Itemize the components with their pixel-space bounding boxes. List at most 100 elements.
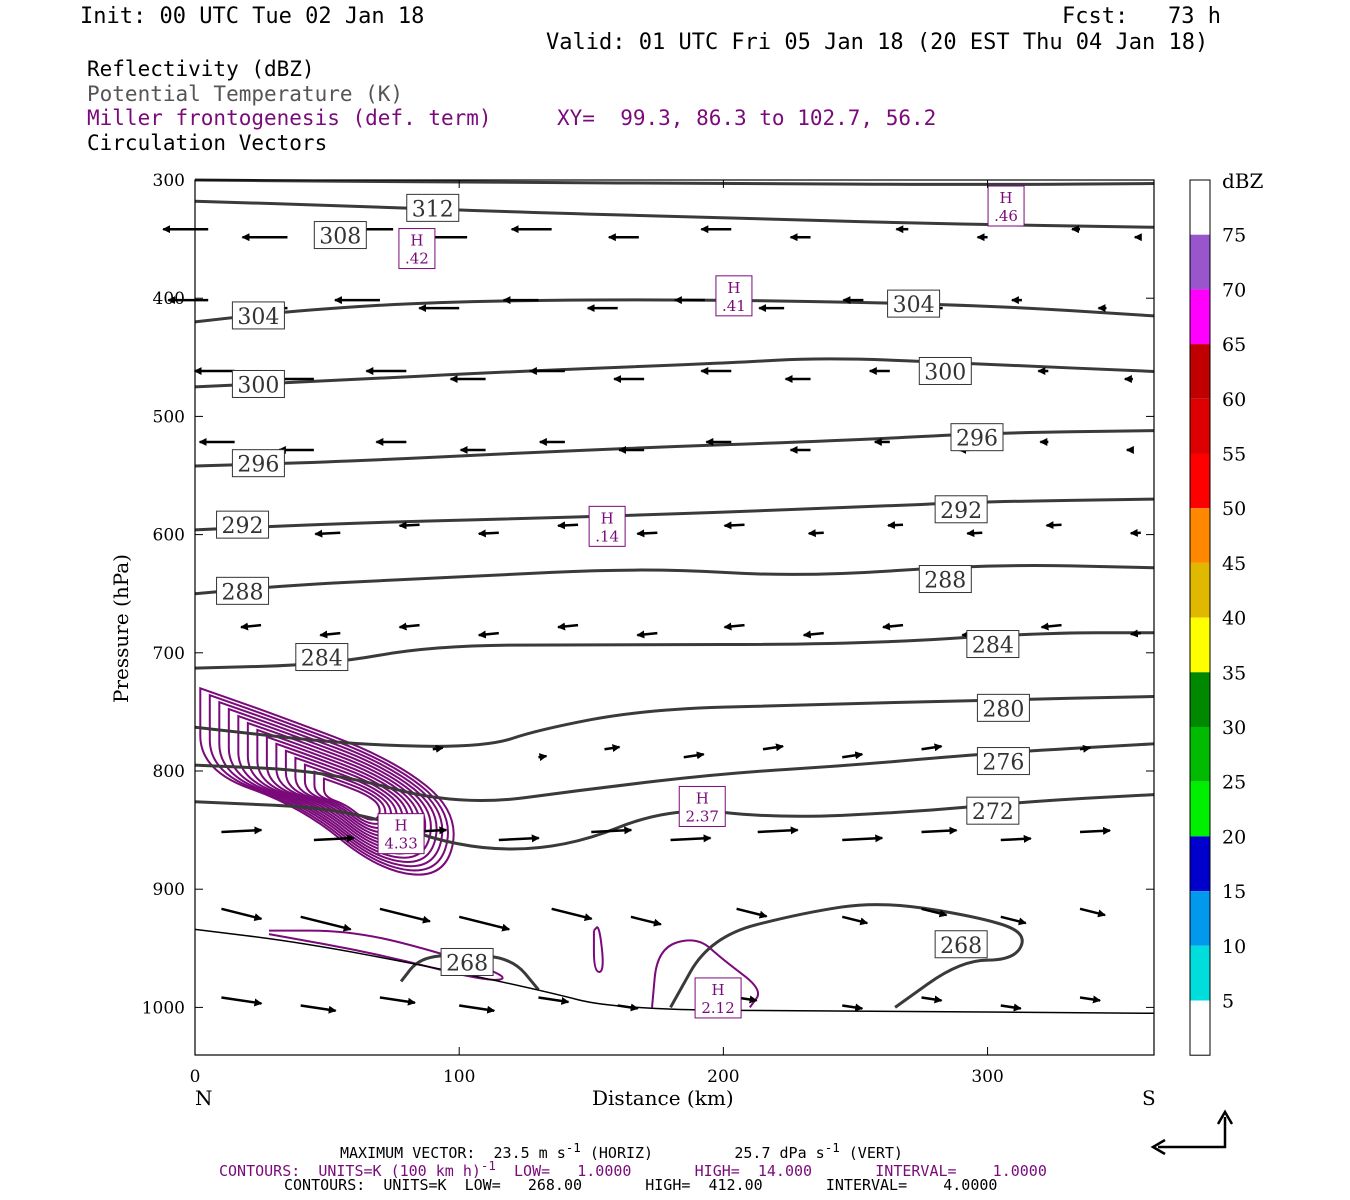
- circulation-vector: [757, 826, 799, 835]
- reference-vector-icon: [1150, 1109, 1234, 1156]
- colorbar-label: 75: [1222, 225, 1246, 247]
- frontogenesis-contour: [208, 693, 449, 872]
- frontogenesis-max-value: .42: [405, 250, 429, 268]
- theta-label: 284: [972, 634, 1014, 659]
- theta-label: 268: [940, 934, 982, 959]
- colorbar-label: 55: [1222, 444, 1246, 466]
- theta-label: 308: [319, 225, 361, 250]
- theta-label: 296: [956, 427, 998, 452]
- circulation-vector: [1129, 629, 1141, 638]
- circulation-vector: [1040, 622, 1062, 631]
- frontogenesis-contour: [268, 929, 504, 981]
- circulation-vector: [630, 915, 662, 927]
- circulation-vector: [477, 529, 499, 538]
- field-frontogenesis: Miller frontogenesis (def. term): [87, 106, 492, 130]
- theta-label: 300: [924, 360, 966, 385]
- forecast-hour: Fcst: 73 h: [1062, 4, 1221, 29]
- theta-label-box: [918, 565, 972, 594]
- colorbar-swatch: [1190, 1000, 1210, 1056]
- theta-label-box: [966, 796, 1020, 825]
- right-end-label: S: [1142, 1086, 1156, 1110]
- circulation-vector: [221, 826, 263, 835]
- circulation-vector: [459, 1004, 496, 1014]
- circulation-vector: [842, 751, 864, 760]
- colorbar-label: 35: [1222, 662, 1246, 684]
- theta-label-box: [918, 356, 972, 385]
- circulation-vector: [591, 826, 633, 835]
- circulation-vector: [1000, 915, 1027, 926]
- frontogenesis-max-value: 2.12: [701, 999, 734, 1017]
- circulation-vector: [1079, 744, 1092, 753]
- circulation-vector: [921, 743, 943, 752]
- frontogenesis-contour: [227, 707, 438, 863]
- y-tick-label: 1000: [142, 998, 185, 1018]
- circulation-vector: [300, 915, 352, 932]
- colorbar-swatch: [1190, 180, 1210, 235]
- circulation-vector: [723, 622, 745, 631]
- frontogenesis-max-box: [398, 228, 436, 270]
- circulation-vector: [1129, 528, 1141, 537]
- colorbar-label: 25: [1222, 772, 1246, 794]
- theta-label-box: [216, 576, 270, 605]
- circulation-vector: [538, 996, 570, 1005]
- circulation-vector: [1079, 826, 1112, 835]
- circulation-vector: [551, 907, 593, 922]
- circulation-vector: [398, 521, 420, 530]
- colorbar-label: 60: [1222, 389, 1246, 411]
- circulation-vector: [807, 529, 824, 538]
- circulation-vector: [557, 521, 579, 530]
- frontogenesis-max-label: H: [1000, 189, 1013, 207]
- colorbar-swatch: [1190, 781, 1210, 837]
- circulation-vector: [921, 995, 943, 1004]
- theta-label-box: [313, 221, 367, 250]
- theta-label-box: [216, 510, 270, 539]
- theta-label-box: [406, 193, 460, 222]
- frontogenesis-max-box: [678, 785, 726, 827]
- theta-contour-304: [194, 298, 1155, 324]
- colorbar-frame: [1189, 179, 1211, 1056]
- frontogenesis-max-value: .41: [722, 297, 746, 315]
- theta-label-box: [231, 449, 285, 478]
- theta-label: 272: [972, 800, 1014, 825]
- theta-contour-312: [194, 178, 1155, 186]
- circulation-vector: [636, 630, 658, 639]
- circulation-vector: [240, 622, 262, 631]
- init-time: Init: 00 UTC Tue 02 Jan 18: [80, 4, 425, 29]
- circulation-vector: [221, 996, 263, 1007]
- circulation-vector: [300, 1004, 337, 1014]
- circulation-vector: [1000, 834, 1032, 843]
- circulation-vector: [842, 834, 884, 843]
- x-tick-label: 200: [707, 1067, 739, 1087]
- colorbar-label: 70: [1222, 279, 1246, 301]
- y-tick-label: 300: [153, 171, 185, 191]
- colorbar-swatch: [1190, 836, 1210, 892]
- theta-label: 292: [222, 514, 264, 539]
- frontogenesis-max-label: H: [727, 279, 740, 297]
- theta-contour-292: [194, 497, 1155, 532]
- circulation-vector: [604, 744, 621, 753]
- theta-label: 300: [237, 373, 279, 398]
- circulation-vector: [617, 1003, 639, 1012]
- colorbar-swatch: [1190, 508, 1210, 563]
- colorbar-swatch: [1190, 672, 1210, 727]
- colorbar-label: 10: [1222, 936, 1246, 958]
- frontogenesis-max-box: [694, 977, 742, 1019]
- circulation-vector: [683, 751, 705, 760]
- colorbar-label: 15: [1222, 881, 1246, 903]
- colorbar-swatch: [1190, 945, 1210, 1001]
- theta-contour-288: [194, 564, 1155, 596]
- theta-contour-268: [669, 903, 1024, 1009]
- circulation-vector: [221, 907, 263, 922]
- circulation-vector: [538, 753, 548, 762]
- circulation-vector: [1000, 1003, 1022, 1012]
- circulation-vector: [557, 622, 579, 631]
- frontogenesis-max-value: .46: [994, 207, 1018, 225]
- frontogenesis-contour: [218, 700, 444, 868]
- frontogenesis-contour: [592, 926, 604, 973]
- axes: 300 400 500 600 700 800 900 1000 0 100 200 300: [142, 171, 1154, 1087]
- contour-labels: 312 308 304 304 300 300 296 296 292 292 288 288 284 2…: [216, 185, 1030, 1019]
- y-tick-label: 700: [153, 644, 185, 664]
- circulation-vector: [842, 1003, 864, 1012]
- colorbar-label: 20: [1222, 826, 1246, 848]
